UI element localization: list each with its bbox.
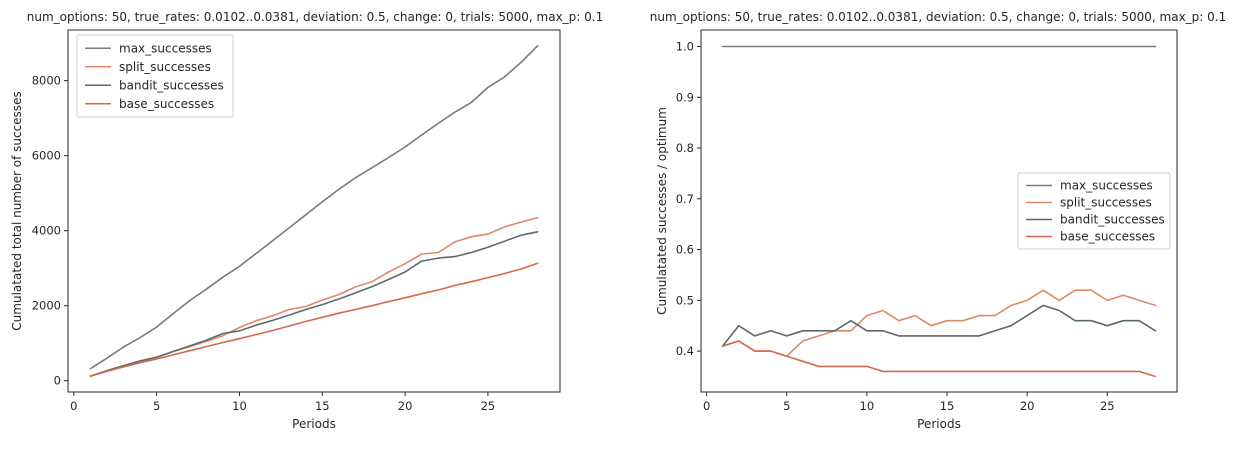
chart-left: num_options: 50, true_rates: 0.0102..0.0… — [10, 10, 603, 431]
chart-right-ylabel: Cumulatated successes / optimum — [655, 107, 669, 315]
chart-right-ytick-label: 0.4 — [676, 344, 694, 358]
chart-left-legend-label: split_successes — [119, 60, 211, 74]
chart-right-title: num_options: 50, true_rates: 0.0102..0.0… — [650, 10, 1226, 24]
chart-left-series-base-successes — [89, 262, 539, 378]
chart-left-frame — [67, 29, 561, 393]
chart-left-ytick-label: 0 — [54, 374, 61, 388]
chart-left-xtick-label: 20 — [398, 399, 413, 413]
chart-right-series-base-successes — [721, 340, 1157, 378]
chart-right-ytick-label: 0.9 — [676, 90, 694, 104]
chart-left-title: num_options: 50, true_rates: 0.0102..0.0… — [27, 10, 603, 24]
chart-left-legend-box — [76, 34, 234, 118]
chart-right-ytick-label: 0.7 — [676, 192, 694, 206]
chart-right-xtick-label: 15 — [940, 399, 955, 413]
chart-left-legend: max_successes split_successes bandit_succe… — [76, 34, 234, 118]
chart-left-series-max-successes — [89, 44, 539, 370]
chart-right-ytick-label: 1.0 — [676, 40, 694, 54]
chart-right-xtick-label: 20 — [1020, 399, 1035, 413]
chart-left-ytick-label: 8000 — [32, 74, 61, 88]
chart-left-series-split-successes — [89, 216, 539, 378]
chart-left-legend-label: base_successes — [119, 97, 214, 111]
chart-left-ytick-label: 4000 — [32, 224, 61, 238]
chart-left-yticks: 0 2000 4000 6000 8000 — [32, 74, 68, 388]
chart-left-xtick-label: 0 — [70, 399, 77, 413]
chart-left-xticks: 0 5 10 15 20 25 — [70, 392, 495, 413]
chart-left-xtick-label: 5 — [153, 399, 160, 413]
chart-right-series-split-successes — [721, 289, 1157, 358]
chart-right-legend-label: split_successes — [1060, 196, 1152, 210]
chart-left-ylabel: Cumulatated total number of successes — [10, 91, 24, 330]
chart-right: num_options: 50, true_rates: 0.0102..0.0… — [650, 10, 1226, 431]
chart-right-legend-label: base_successes — [1060, 230, 1155, 244]
chart-left-marks — [89, 44, 539, 378]
chart-left-ytick-label: 2000 — [32, 299, 61, 313]
chart-right-xtick-label: 0 — [703, 399, 710, 413]
chart-right-xtick-label: 10 — [860, 399, 875, 413]
chart-right-ytick-label: 0.5 — [676, 293, 694, 307]
chart-right-legend-box — [1017, 172, 1171, 250]
chart-left-xtick-label: 15 — [315, 399, 330, 413]
chart-right-ytick-label: 0.8 — [676, 141, 694, 155]
chart-right-marks — [721, 45, 1157, 378]
chart-right-xtick-label: 25 — [1100, 399, 1115, 413]
chart-left-legend-label: max_successes — [119, 41, 212, 55]
chart-right-xlabel: Periods — [917, 417, 961, 431]
chart-right-xtick-label: 5 — [783, 399, 790, 413]
chart-right-frame — [700, 29, 1178, 393]
chart-right-legend-label: max_successes — [1060, 179, 1153, 193]
chart-left-xtick-label: 10 — [232, 399, 247, 413]
chart-left-series-bandit-successes — [89, 231, 539, 378]
chart-left-ytick-label: 6000 — [32, 149, 61, 163]
chart-right-yticks: 0.4 0.5 0.6 0.7 0.8 0.9 1.0 — [676, 40, 701, 358]
chart-left-legend-label: bandit_successes — [119, 78, 224, 92]
chart-right-xticks: 0 5 10 15 20 25 — [703, 392, 1115, 413]
chart-right-series-bandit-successes — [721, 304, 1157, 347]
chart-right-legend-label: bandit_successes — [1060, 213, 1165, 227]
chart-right-ytick-label: 0.6 — [676, 243, 694, 257]
chart-right-legend: max_successes split_successes bandit_succe… — [1017, 172, 1171, 250]
chart-left-xtick-label: 25 — [481, 399, 496, 413]
chart-left-xlabel: Periods — [292, 417, 336, 431]
